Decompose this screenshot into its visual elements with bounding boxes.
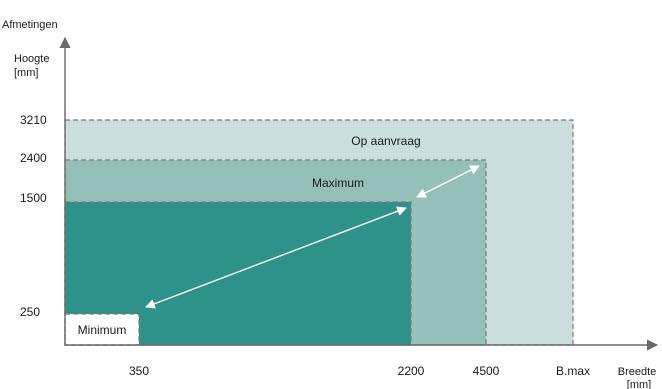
arrow-min-to-standard <box>145 206 407 309</box>
x-axis-unit: [mm] <box>627 379 651 389</box>
zone-minimum-label: Minimum <box>78 323 127 337</box>
x-tick-label: 4500 <box>473 364 500 378</box>
zone-minimum <box>64 313 140 346</box>
y-axis-label: Hoogte <box>14 53 49 65</box>
y-tick-label: 250 <box>20 305 40 319</box>
diagram-title: Afmetingen <box>2 19 58 31</box>
y-axis-unit: [mm] <box>14 67 38 79</box>
x-tick-label: 2200 <box>398 364 425 378</box>
x-tick-label: 350 <box>129 364 149 378</box>
y-tick-label: 3210 <box>20 113 47 127</box>
zone-on-request-label: Op aanvraag <box>351 134 420 148</box>
x-axis-label: Breedte <box>618 366 657 378</box>
arrow-standard-to-maximum <box>416 165 480 198</box>
y-tick-label: 2400 <box>20 151 47 165</box>
x-tick-label: B.max <box>556 364 590 378</box>
y-tick-label: 1500 <box>20 191 47 205</box>
zone-maximum-label: Maximum <box>312 176 364 190</box>
